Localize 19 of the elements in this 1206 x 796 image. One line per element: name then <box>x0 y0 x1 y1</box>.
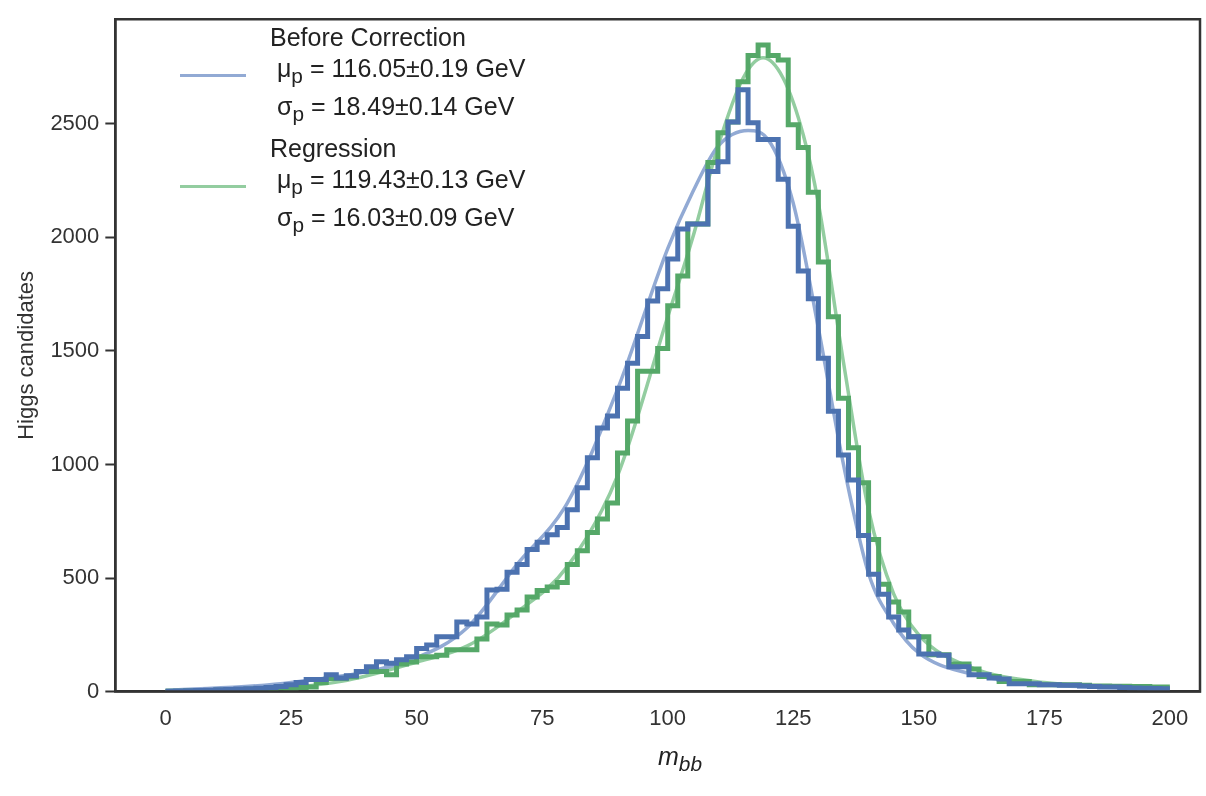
x-tick-label: 50 <box>404 704 429 730</box>
x-tick-label: 25 <box>278 704 304 730</box>
y-tick-label: 2500 <box>50 109 100 135</box>
x-tick-label: 75 <box>529 704 555 730</box>
x-tick-label: 150 <box>900 704 938 730</box>
x-tick-label: 125 <box>774 704 812 730</box>
y-tick-label: 1500 <box>50 336 100 362</box>
legend-label: Regression μ$_{p}$ = 119.43±0.13 GeV σ$_{p}$ = 16.03±0.09 GeV <box>270 133 526 238</box>
y-axis-title: Higgs candidates <box>13 271 39 440</box>
y-tick-label: 2000 <box>50 223 100 249</box>
y-tick-label: 500 <box>62 564 100 590</box>
y-tick-label: 1000 <box>50 450 100 476</box>
x-tick-label: 200 <box>1151 704 1189 730</box>
x-tick-label: 0 <box>159 704 172 730</box>
x-axis-title: m$_{bb}$ <box>657 742 703 776</box>
x-tick-label: 100 <box>649 704 687 730</box>
y-tick-label: 0 <box>87 677 100 703</box>
legend-label: Before Correction μ$_{p}$ = 116.05±0.19 GeV σ$_{p}$ = 18.49±0.14 GeV <box>270 22 526 127</box>
x-tick-label: 175 <box>1025 704 1063 730</box>
